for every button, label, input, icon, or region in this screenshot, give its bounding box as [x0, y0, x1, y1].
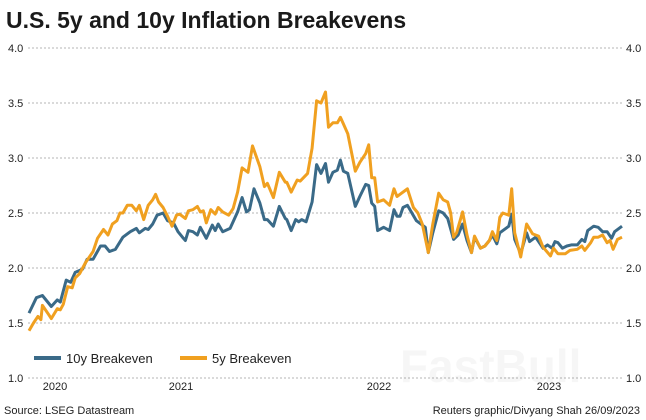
- y-tick-label-left: 2.5: [8, 208, 23, 220]
- y-tick-label-right: 2.0: [626, 263, 641, 275]
- x-axis: 2020 2021 2022 2023: [43, 381, 561, 393]
- x-tick-label: 2021: [169, 381, 193, 393]
- y-axis-left: 1.0 1.5 2.0 2.5 3.0 3.5 4.0: [8, 43, 23, 385]
- y-tick-label-left: 1.0: [8, 373, 23, 385]
- y-tick-label-right: 2.5: [626, 208, 641, 220]
- legend-label-10y: 10y Breakeven: [66, 351, 153, 366]
- y-tick-label-left: 4.0: [8, 43, 23, 55]
- y-tick-label-left: 2.0: [8, 263, 23, 275]
- series-line-5y: [27, 90, 623, 332]
- chart-title: U.S. 5y and 10y Inflation Breakevens: [6, 7, 406, 33]
- x-tick-label: 2020: [43, 381, 67, 393]
- x-tick-label: 2023: [537, 381, 561, 393]
- watermark-logo: FastBull: [400, 340, 581, 392]
- source-note: Source: LSEG Datastream: [4, 405, 134, 417]
- x-tick-label: 2022: [367, 381, 391, 393]
- y-axis-right: 1.0 1.5 2.0 2.5 3.0 3.5 4.0: [626, 43, 641, 385]
- y-tick-label-right: 3.5: [626, 98, 641, 110]
- y-tick-label-left: 1.5: [8, 318, 23, 330]
- y-tick-label-right: 3.0: [626, 153, 641, 165]
- y-tick-label-right: 1.0: [626, 373, 641, 385]
- legend: 10y Breakeven 5y Breakeven: [34, 351, 292, 366]
- y-tick-label-left: 3.0: [8, 153, 23, 165]
- legend-label-5y: 5y Breakeven: [212, 351, 292, 366]
- y-tick-label-left: 3.5: [8, 98, 23, 110]
- series-lines: [27, 90, 623, 332]
- y-tick-label-right: 1.5: [626, 318, 641, 330]
- series-line-10y: [27, 158, 623, 314]
- credit-note: Reuters graphic/Divyang Shah 26/09/2023: [433, 405, 640, 417]
- y-tick-label-right: 4.0: [626, 43, 641, 55]
